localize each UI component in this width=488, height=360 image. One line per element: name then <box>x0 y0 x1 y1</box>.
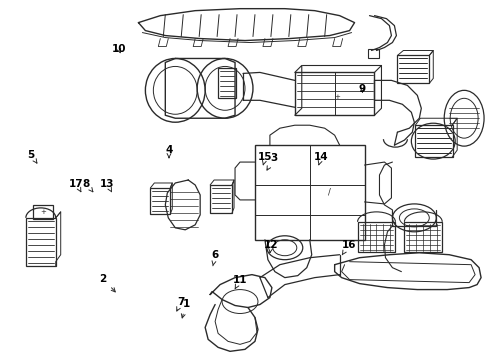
Bar <box>397 55 428 84</box>
Text: 11: 11 <box>232 275 246 289</box>
Text: 7: 7 <box>176 297 184 311</box>
Text: 14: 14 <box>313 152 328 165</box>
Text: 12: 12 <box>264 239 278 253</box>
Text: 9: 9 <box>358 84 365 94</box>
Text: +: + <box>334 94 340 100</box>
Text: 3: 3 <box>266 153 277 170</box>
Text: 1: 1 <box>181 299 189 318</box>
Text: 15: 15 <box>258 152 272 165</box>
Bar <box>26 218 56 266</box>
Text: 4: 4 <box>165 144 172 158</box>
Text: /: / <box>327 188 330 197</box>
Bar <box>404 222 441 252</box>
Bar <box>414 125 452 157</box>
Bar <box>33 205 53 219</box>
Bar <box>210 185 232 213</box>
Text: 10: 10 <box>111 44 126 54</box>
Text: 17: 17 <box>69 179 83 192</box>
Bar <box>218 68 236 98</box>
Bar <box>254 145 364 240</box>
Bar <box>367 49 379 58</box>
Text: 2: 2 <box>100 274 115 292</box>
Text: 8: 8 <box>82 179 93 192</box>
Text: 5: 5 <box>27 150 37 163</box>
Text: +: + <box>40 209 45 215</box>
Text: 13: 13 <box>100 179 114 192</box>
Bar <box>357 222 395 252</box>
Bar <box>150 188 170 214</box>
Text: 6: 6 <box>211 250 219 266</box>
Text: 16: 16 <box>341 239 355 255</box>
